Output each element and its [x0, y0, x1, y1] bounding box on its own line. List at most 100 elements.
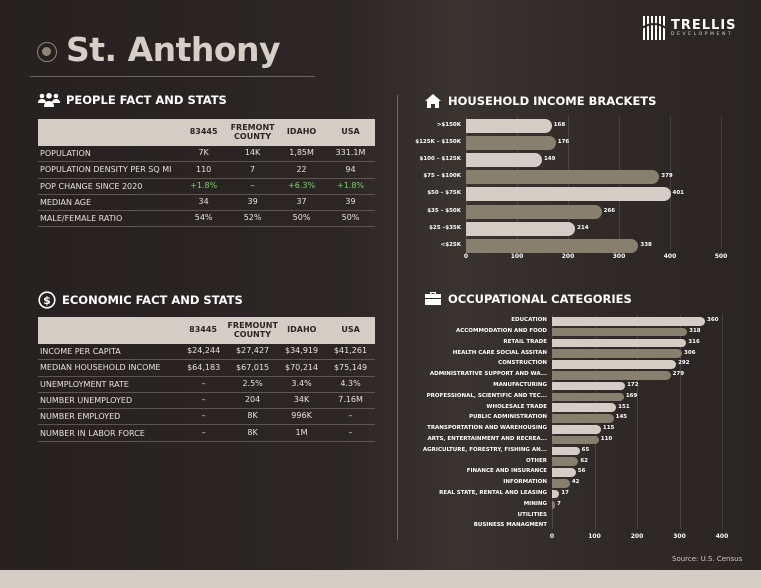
bar: [552, 446, 580, 456]
bar: [552, 489, 560, 499]
column-header: USA: [341, 325, 360, 335]
cell: $24,244: [187, 346, 221, 356]
value-label: 172: [627, 382, 639, 389]
bar: [552, 381, 626, 391]
cell: 204: [244, 395, 261, 405]
value-label: 149: [543, 156, 556, 163]
category-label: <$25K: [440, 241, 461, 248]
page-title: St. Anthony: [66, 30, 281, 69]
cell: +1.8%: [336, 180, 365, 190]
cell: –: [348, 411, 353, 421]
trellis-logo-icon: [642, 16, 666, 40]
category-label: RETAIL TRADE: [503, 338, 547, 345]
value-label: 168: [553, 122, 566, 128]
logo-name: TRELLIS: [671, 18, 737, 33]
logo: TRELLIS DEVELOPMENT: [642, 16, 737, 40]
cell: 8K: [247, 411, 258, 421]
table-row: MEDIAN AGE 34 39 37 39: [38, 195, 375, 212]
row-label: MEDIAN AGE: [40, 198, 92, 208]
bar: [552, 414, 614, 423]
bar: [552, 317, 705, 326]
bar: [552, 500, 555, 510]
cell: 37: [296, 197, 307, 207]
cell: 2.5%: [242, 378, 263, 388]
cell: 3.4%: [291, 378, 312, 388]
row-label: NUMBER UNEMPLOYED: [40, 396, 133, 406]
economic-heading-text: ECONOMIC FACT AND STATS: [62, 293, 243, 307]
cell: 7K: [198, 148, 209, 158]
value-label: 176: [557, 139, 570, 146]
x-tick-label: 400: [663, 253, 677, 260]
bar: [466, 153, 542, 168]
x-tick-label: 100: [510, 253, 524, 260]
cell: 39: [247, 197, 258, 207]
category-label: $50 – $75K: [427, 190, 461, 197]
value-label: 42: [571, 479, 580, 486]
cell: 1,85M: [289, 148, 314, 158]
category-label: PROFESSIONAL, SCIENTIFIC AND TEC...: [426, 392, 547, 399]
x-tick-label: 0: [549, 533, 555, 540]
x-tick-label: 300: [673, 533, 686, 540]
cell: –: [201, 378, 206, 388]
x-tick-label: 0: [463, 253, 469, 260]
row-label: INCOME PER CAPITA: [40, 347, 121, 357]
cell: 7: [250, 164, 256, 174]
bar: [466, 170, 660, 185]
category-label: ACCOMMODATION AND FOOD: [455, 328, 547, 335]
column-header: IDAHO: [287, 325, 317, 335]
cell: $75,149: [333, 362, 368, 372]
users-icon: [38, 93, 60, 107]
cell: 7.16M: [338, 395, 363, 405]
bar: [552, 425, 601, 434]
x-tick-label: 400: [715, 533, 729, 540]
cell: 52%: [243, 213, 262, 223]
category-label: EDUCATION: [511, 317, 547, 324]
table-row: MEDIAN HOUSEHOLD INCOME $64,183 $67,015 $70…: [38, 360, 375, 377]
value-label: 56: [577, 468, 586, 475]
category-label: OTHER: [525, 457, 547, 464]
grid-line: [722, 314, 723, 529]
cell: 94: [345, 164, 356, 174]
column-header: FREMONT COUNTY: [230, 122, 275, 141]
category-label: ARTS, ENTERTAINMENT AND RECREA...: [427, 436, 547, 443]
value-label: 115: [602, 425, 615, 432]
category-label: HEALTH CARE SOCIAL ASSITAN: [452, 349, 547, 356]
row-label: POP CHANGE SINCE 2020: [40, 181, 143, 191]
column-divider: [397, 95, 398, 540]
logo-sub: DEVELOPMENT: [671, 32, 734, 37]
table-row: UNEMPLOYMENT RATE – 2.5% 3.4% 4.3%: [38, 377, 375, 393]
category-label: TRANSPORTATION AND WAREHOUSING: [427, 425, 547, 432]
title-divider: [30, 76, 315, 77]
table-row: INCOME PER CAPITA $24,244 $27,427 $34,919 $4…: [38, 344, 375, 361]
category-label: BUSINESS MANAGMENT: [473, 522, 547, 529]
source-note: Source: U.S. Census: [672, 555, 743, 563]
category-label: MANUFACTURING: [493, 382, 547, 389]
category-label: UTILITIES: [517, 511, 547, 518]
x-tick-label: 300: [612, 253, 626, 260]
bar: [552, 479, 570, 488]
cell: 8K: [247, 427, 258, 437]
location-bullet-icon: [37, 42, 57, 62]
dollar-circle-icon: $: [38, 291, 56, 309]
cell: –: [201, 395, 206, 405]
column-header: 83445: [189, 127, 218, 137]
svg-text:$: $: [43, 294, 51, 307]
value-label: 318: [689, 328, 701, 335]
value-label: 62: [580, 457, 588, 464]
row-label: POPULATION DENSITY PER SQ MI: [40, 165, 172, 175]
table-row: NUMBER IN LABOR FORCE – 8K 1M –: [38, 425, 375, 442]
grid-line: [670, 116, 671, 249]
x-tick-label: 100: [588, 533, 601, 540]
cell: 996K: [291, 411, 312, 421]
x-tick-label: 200: [561, 253, 575, 260]
footer-band: [0, 570, 761, 588]
x-tick-label: 500: [714, 253, 728, 260]
bar: [552, 371, 671, 380]
cell: –: [201, 427, 206, 437]
bar: [466, 221, 576, 236]
value-label: 145: [615, 414, 628, 421]
income-heading: HOUSEHOLD INCOME BRACKETS: [424, 93, 656, 109]
category-label: CONSTRUCTION: [498, 360, 547, 367]
value-label: 7: [556, 500, 561, 507]
row-label: MEDIAN HOUSEHOLD INCOME: [40, 363, 161, 373]
